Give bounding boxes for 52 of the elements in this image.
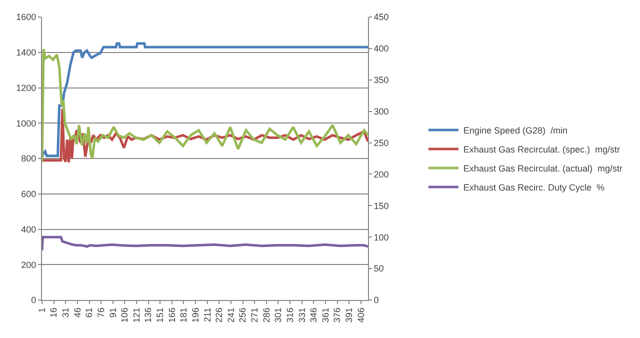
- y2-tick-label: 400: [374, 44, 389, 54]
- x-tick-label: 121: [131, 308, 142, 323]
- x-tick-label: 316: [284, 308, 295, 323]
- x-tick-label: 196: [190, 308, 200, 323]
- x-tick-label: 46: [72, 308, 82, 318]
- x-tick-label: 61: [84, 308, 94, 318]
- x-tick-label: 301: [273, 308, 284, 323]
- line-series: [42, 236, 368, 252]
- y2-tick-label: 450: [374, 12, 389, 22]
- y-tick-label: 600: [21, 189, 36, 200]
- x-tick-label: 91: [108, 308, 118, 318]
- y2-tick-label: 350: [374, 75, 389, 86]
- y-tick-label: 800: [21, 154, 36, 164]
- x-tick-label: 106: [120, 308, 130, 323]
- x-tick-label: 271: [250, 308, 260, 323]
- y-tick-label: 1400: [16, 48, 36, 58]
- y2-tick-label: 0: [374, 295, 379, 306]
- x-tick-label: 31: [60, 308, 71, 318]
- x-tick-label: 361: [320, 308, 330, 323]
- y-tick-label: 200: [21, 260, 36, 270]
- y2-tick-label: 300: [374, 106, 389, 116]
- x-tick-label: 241: [226, 308, 236, 323]
- x-tick-label: 211: [202, 308, 212, 322]
- x-tick-label: 166: [166, 308, 177, 323]
- y-tick-label: 400: [21, 224, 36, 234]
- y-tick-label: 0: [31, 295, 36, 306]
- x-tick-label: 391: [344, 308, 354, 323]
- x-tick-label: 1: [36, 308, 47, 313]
- x-tick-label: 406: [356, 308, 366, 323]
- legend-label: Exhaust Gas Recirculat. (spec.) mg/str: [463, 144, 620, 155]
- y2-tick-label: 50: [374, 264, 384, 274]
- x-tick-label: 226: [214, 308, 224, 323]
- y-tick-label: 1200: [16, 82, 36, 93]
- y2-tick-label: 100: [374, 232, 389, 242]
- x-tick-label: 286: [261, 308, 272, 323]
- x-tick-label: 376: [332, 308, 342, 323]
- x-tick-label: 346: [308, 308, 319, 323]
- y-tick-label: 1000: [16, 118, 36, 128]
- x-tick-label: 16: [48, 308, 59, 318]
- y-tick-label: 1600: [16, 12, 36, 22]
- x-tick-label: 76: [96, 308, 106, 318]
- x-tick-label: 331: [296, 308, 307, 323]
- x-tick-label: 256: [238, 308, 248, 323]
- x-tick-label: 136: [143, 308, 154, 323]
- x-tick-label: 181: [178, 308, 189, 323]
- legend-label: Exhaust Gas Recirculat. (actual) mg/str: [463, 164, 622, 174]
- legend-label: Exhaust Gas Recirc. Duty Cycle %: [463, 182, 604, 193]
- y2-tick-label: 250: [374, 138, 389, 148]
- legend-label: Engine Speed (G28) /min: [463, 126, 568, 136]
- y2-tick-label: 150: [374, 200, 389, 211]
- x-tick-label: 151: [155, 308, 166, 323]
- y2-tick-label: 200: [374, 169, 389, 180]
